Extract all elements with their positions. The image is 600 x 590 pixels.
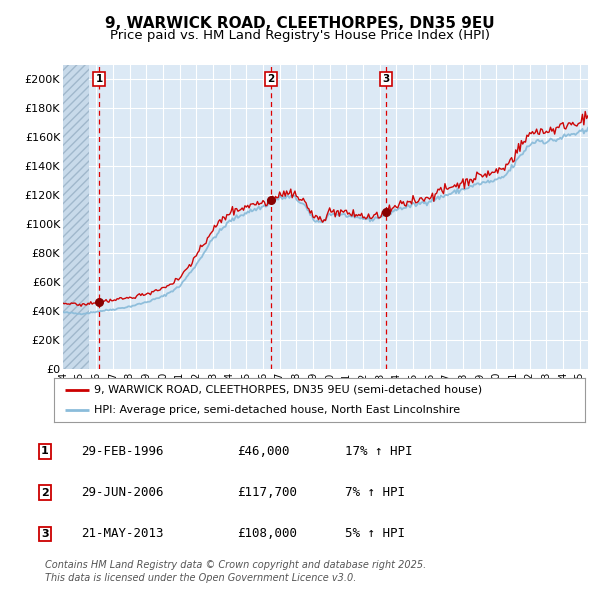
Text: 9, WARWICK ROAD, CLEETHORPES, DN35 9EU (semi-detached house): 9, WARWICK ROAD, CLEETHORPES, DN35 9EU (… (94, 385, 482, 395)
Text: £108,000: £108,000 (237, 527, 297, 540)
Text: £117,700: £117,700 (237, 486, 297, 499)
Text: 7% ↑ HPI: 7% ↑ HPI (345, 486, 405, 499)
Text: £46,000: £46,000 (237, 445, 290, 458)
Bar (63, 65, 89, 369)
Text: 5% ↑ HPI: 5% ↑ HPI (345, 527, 405, 540)
Text: 1: 1 (41, 447, 49, 456)
Text: 3: 3 (383, 74, 390, 84)
Text: Price paid vs. HM Land Registry's House Price Index (HPI): Price paid vs. HM Land Registry's House … (110, 29, 490, 42)
Text: 9, WARWICK ROAD, CLEETHORPES, DN35 9EU: 9, WARWICK ROAD, CLEETHORPES, DN35 9EU (105, 16, 495, 31)
Text: 2: 2 (268, 74, 275, 84)
Text: 21-MAY-2013: 21-MAY-2013 (81, 527, 163, 540)
Text: 29-JUN-2006: 29-JUN-2006 (81, 486, 163, 499)
Text: 3: 3 (41, 529, 49, 539)
Text: HPI: Average price, semi-detached house, North East Lincolnshire: HPI: Average price, semi-detached house,… (94, 405, 460, 415)
Text: 1: 1 (95, 74, 103, 84)
Text: Contains HM Land Registry data © Crown copyright and database right 2025.
This d: Contains HM Land Registry data © Crown c… (45, 560, 426, 583)
Text: 17% ↑ HPI: 17% ↑ HPI (345, 445, 413, 458)
Text: 2: 2 (41, 488, 49, 497)
Text: 29-FEB-1996: 29-FEB-1996 (81, 445, 163, 458)
